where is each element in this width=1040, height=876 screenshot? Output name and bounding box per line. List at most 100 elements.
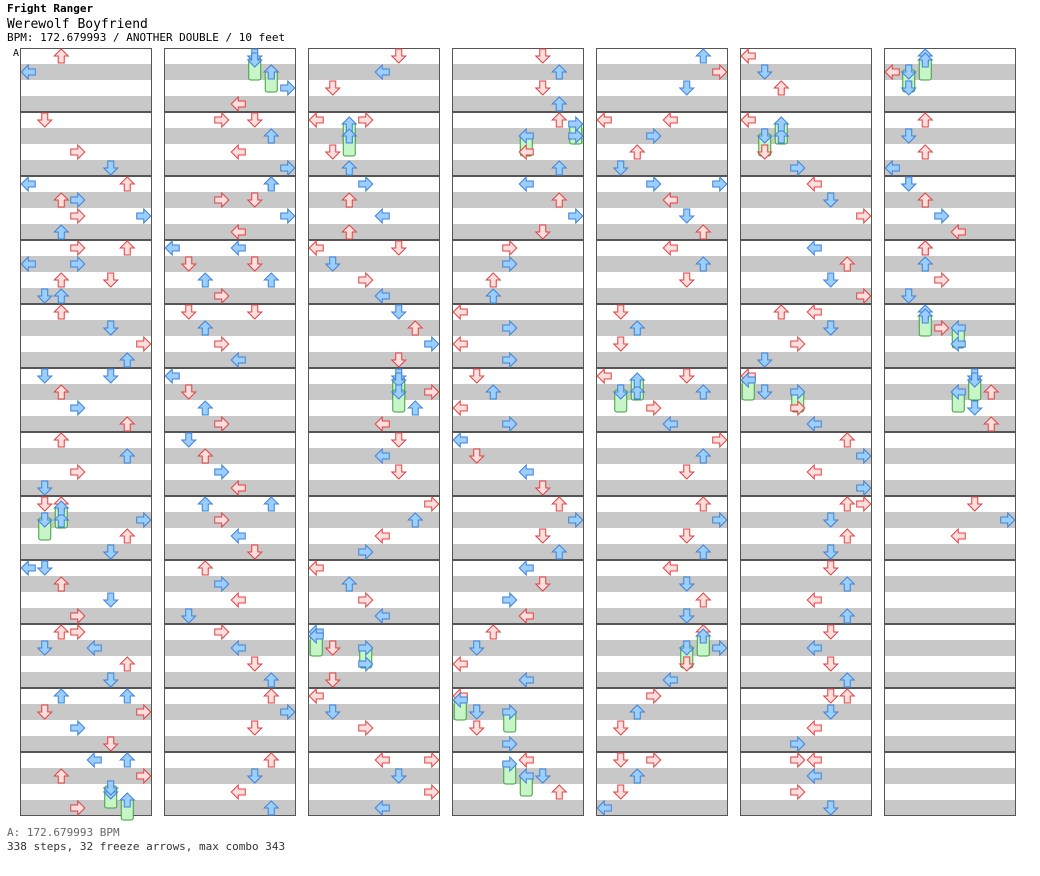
measure-stripe xyxy=(164,768,296,784)
step-arrow xyxy=(839,576,856,592)
measure-stripe xyxy=(164,352,296,368)
step-arrow xyxy=(695,544,712,560)
freeze-arrow-head xyxy=(900,64,917,80)
step-arrow xyxy=(856,479,872,497)
step-arrow xyxy=(806,415,822,433)
measure-stripe xyxy=(452,400,584,416)
step-arrow xyxy=(822,544,839,560)
step-arrow xyxy=(36,496,53,512)
step-arrow xyxy=(358,175,374,193)
measure-stripe xyxy=(308,256,440,272)
step-arrow xyxy=(180,432,197,448)
measure-stripe xyxy=(452,752,584,768)
measure-stripe xyxy=(740,176,872,192)
step-arrow xyxy=(53,768,70,784)
measure-box xyxy=(740,240,872,304)
measure-stripe xyxy=(20,688,152,704)
step-arrow xyxy=(756,384,773,400)
measure-stripe xyxy=(740,592,872,608)
step-arrow xyxy=(390,352,407,368)
step-arrow xyxy=(806,463,822,481)
measure-stripe xyxy=(884,368,1016,384)
step-arrow xyxy=(214,415,230,433)
measure-stripe xyxy=(596,576,728,592)
measure-box xyxy=(308,624,440,688)
step-arrow xyxy=(119,528,136,544)
freeze-arrow-head xyxy=(756,128,773,144)
measure-box xyxy=(164,368,296,432)
measure-stripe xyxy=(20,720,152,736)
measure-stripe xyxy=(884,624,1016,640)
measure-stripe xyxy=(164,336,296,352)
step-arrow xyxy=(136,207,152,225)
step-arrow xyxy=(263,128,280,144)
measure-box xyxy=(20,48,152,112)
step-arrow xyxy=(102,320,119,336)
step-arrow xyxy=(214,335,230,353)
step-arrow xyxy=(214,191,230,209)
step-arrow xyxy=(452,431,468,449)
measure-stripe xyxy=(452,304,584,320)
measure-stripe xyxy=(596,736,728,752)
measure-stripe xyxy=(20,592,152,608)
step-arrow xyxy=(884,63,900,81)
measure-stripe xyxy=(164,288,296,304)
measure-box xyxy=(308,368,440,432)
measure-stripe xyxy=(164,720,296,736)
measure-stripe xyxy=(596,416,728,432)
step-arrow xyxy=(551,160,568,176)
step-arrow xyxy=(230,783,246,801)
freeze-arrow-head xyxy=(263,64,280,80)
step-arrow xyxy=(20,63,36,81)
measure-stripe xyxy=(308,512,440,528)
step-arrow xyxy=(214,463,230,481)
measure-stripe xyxy=(452,576,584,592)
step-arrow xyxy=(36,112,53,128)
measure-stripe xyxy=(596,336,728,352)
measure-stripe xyxy=(308,416,440,432)
measure-stripe xyxy=(596,192,728,208)
step-arrow xyxy=(983,416,1000,432)
step-arrow xyxy=(712,639,728,657)
step-arrow xyxy=(568,511,584,529)
step-arrow xyxy=(358,719,374,737)
measure-stripe xyxy=(308,672,440,688)
measure-stripe xyxy=(452,688,584,704)
measure-stripe xyxy=(20,624,152,640)
step-arrow xyxy=(612,304,629,320)
measure-stripe xyxy=(308,224,440,240)
step-arrow xyxy=(856,495,872,513)
measure-stripe xyxy=(596,784,728,800)
measure-stripe xyxy=(740,64,872,80)
measure-stripe xyxy=(20,48,152,64)
step-arrow xyxy=(230,527,246,545)
measure-stripe xyxy=(452,192,584,208)
step-arrow xyxy=(390,240,407,256)
step-arrow xyxy=(180,608,197,624)
step-arrow xyxy=(246,720,263,736)
measure-stripe xyxy=(20,432,152,448)
step-arrow xyxy=(678,576,695,592)
step-arrow xyxy=(695,48,712,64)
step-arrow xyxy=(551,496,568,512)
measure-stripe xyxy=(452,592,584,608)
measure-box xyxy=(740,688,872,752)
step-arrow xyxy=(246,256,263,272)
measure-stripe xyxy=(740,480,872,496)
freeze-arrow-head xyxy=(740,371,756,389)
measure-stripe xyxy=(884,544,1016,560)
measure-stripe xyxy=(164,592,296,608)
step-arrow xyxy=(374,799,390,817)
step-arrow xyxy=(662,191,678,209)
measure-stripe xyxy=(452,800,584,816)
measure-box xyxy=(452,368,584,432)
step-arrow xyxy=(358,591,374,609)
measure-stripe xyxy=(308,704,440,720)
measure-stripe xyxy=(884,112,1016,128)
measure-box xyxy=(308,176,440,240)
measure-box xyxy=(596,240,728,304)
measure-stripe xyxy=(740,224,872,240)
freeze-arrow-head xyxy=(390,384,407,400)
step-arrow xyxy=(341,192,358,208)
freeze-arrow-head xyxy=(629,372,646,388)
